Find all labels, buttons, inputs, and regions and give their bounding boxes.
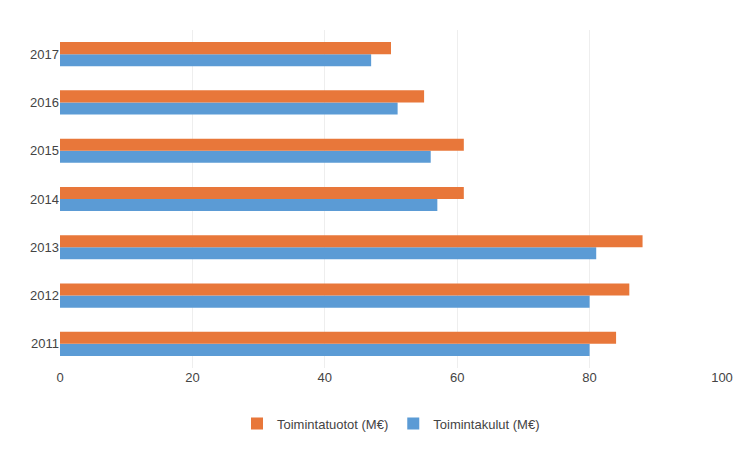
svg-text:2011: 2011 [31, 336, 59, 351]
svg-text:0: 0 [56, 370, 63, 385]
svg-text:80: 80 [582, 370, 596, 385]
svg-text:2012: 2012 [30, 288, 59, 303]
svg-text:40: 40 [318, 370, 332, 385]
svg-text:Toimintatuotot (M€): Toimintatuotot (M€) [277, 417, 388, 432]
svg-text:2017: 2017 [30, 47, 59, 62]
svg-text:Toimintakulut (M€): Toimintakulut (M€) [433, 417, 539, 432]
svg-text:20: 20 [185, 370, 199, 385]
svg-text:2016: 2016 [30, 95, 59, 110]
svg-text:2014: 2014 [30, 192, 59, 207]
svg-text:100: 100 [711, 370, 733, 385]
svg-text:60: 60 [450, 370, 464, 385]
svg-text:2013: 2013 [30, 240, 59, 255]
svg-text:2015: 2015 [30, 143, 59, 158]
